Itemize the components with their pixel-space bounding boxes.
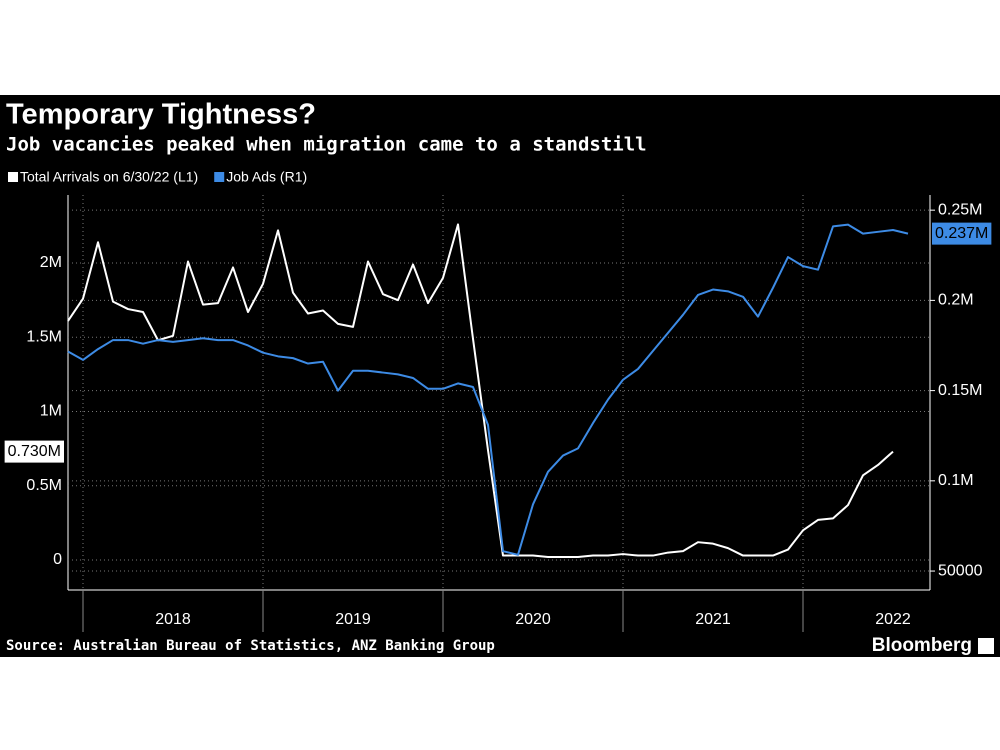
- series-line: [67, 223, 894, 559]
- value-label: 0.730M: [8, 443, 61, 460]
- value-label-box: [932, 222, 992, 245]
- x-tick-label: 2021: [695, 611, 731, 628]
- brand-icon: [978, 638, 994, 654]
- x-tick-label: 2022: [875, 611, 911, 628]
- y-tick-label: 1.5M: [26, 328, 62, 345]
- chart-title: Temporary Tightness?: [6, 99, 316, 131]
- y-tick-label: 0: [53, 551, 62, 568]
- y2-tick-label: 0.1M: [938, 472, 974, 489]
- x-tick-label: 2020: [515, 611, 551, 628]
- legend-swatch: [214, 172, 225, 182]
- background: [0, 95, 1000, 657]
- series-line: [67, 223, 909, 556]
- brand: Bloomberg: [872, 635, 972, 656]
- legend-label: Total Arrivals on 6/30/22 (L1): [20, 169, 198, 185]
- x-tick-label: 2019: [335, 611, 371, 628]
- value-label: 0.237M: [935, 225, 988, 242]
- legend-swatch: [8, 172, 18, 182]
- y2-tick-label: 0.15M: [938, 382, 982, 399]
- value-label-box: [4, 440, 64, 463]
- x-tick-label: 2018: [155, 611, 191, 628]
- y-tick-label: 1M: [40, 403, 62, 420]
- legend-label: Job Ads (R1): [226, 169, 307, 185]
- y-tick-label: 2M: [40, 254, 62, 271]
- y2-tick-label: 0.25M: [938, 201, 982, 218]
- y-tick-label: 0.5M: [26, 477, 62, 494]
- chart-subtitle: Job vacancies peaked when migration came…: [6, 134, 647, 156]
- y2-tick-label: 0.2M: [938, 292, 974, 309]
- y2-tick-label: 50000: [938, 562, 983, 579]
- source: Source: Australian Bureau of Statistics,…: [6, 638, 495, 654]
